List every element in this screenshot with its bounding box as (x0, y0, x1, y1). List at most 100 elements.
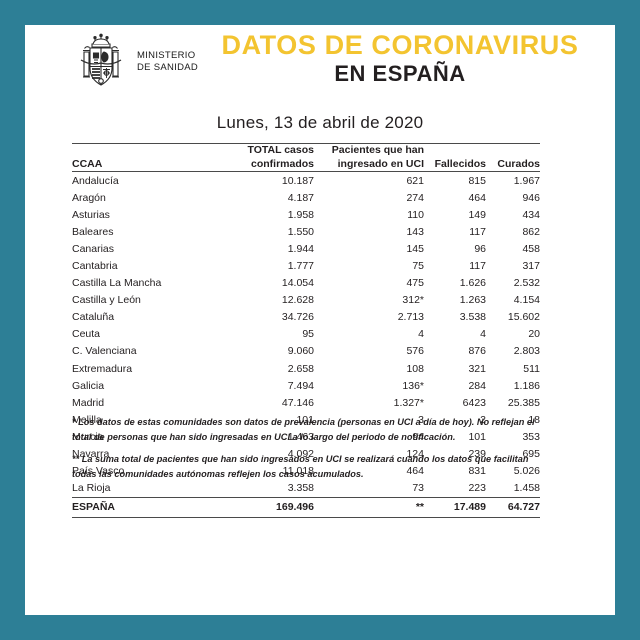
title-block: DATOS DE CORONAVIRUS EN ESPAÑA (200, 29, 600, 87)
table-row: Ceuta 95 4 4 20 (72, 326, 540, 343)
table-row: Aragón 4.187 274 464 946 (72, 189, 540, 206)
total-cases: 4.187 (287, 191, 314, 204)
table-total-row: ESPAÑA 169.496 ** 17.489 64.727 (72, 496, 540, 518)
recovered: 458 (522, 242, 540, 255)
coronavirus-data-table: TOTAL casos Pacientes que han CCAA confi… (72, 143, 540, 518)
header-total-line2: confirmados (222, 157, 314, 172)
spain-coat-of-arms-icon (80, 33, 122, 86)
total-cases: 14.054 (281, 277, 314, 290)
deaths: 876 (468, 345, 486, 358)
total-cases: 1.958 (287, 208, 314, 221)
icu-patients: 110 (407, 208, 424, 221)
recovered: 317 (522, 260, 540, 273)
table-row: Asturias 1.958 110 149 434 (72, 206, 540, 223)
table-row: Extremadura 2.658 108 321 511 (72, 360, 540, 377)
table-row: Canarias 1.944 145 96 458 (72, 240, 540, 257)
region-name: Cantabria (72, 260, 118, 273)
recovered: 2.803 (513, 345, 540, 358)
region-name: Andalucía (72, 174, 119, 187)
region-name: Cataluña (72, 311, 115, 324)
table-row: Murcia 1.463 94 101 353 (72, 428, 540, 445)
region-name: Asturias (72, 208, 110, 221)
table-row: Cantabria 1.777 75 117 317 (72, 257, 540, 274)
icu-patients: 75 (412, 260, 424, 273)
total-cases: 101 (296, 413, 314, 426)
header-fallecidos: Fallecidos (424, 157, 486, 172)
recovered: 946 (522, 191, 540, 204)
header-total-line1: TOTAL casos (222, 143, 314, 158)
total-cases: 1.777 (287, 260, 314, 273)
deaths: 2 (480, 413, 486, 426)
table-row: La Rioja 3.358 73 223 1.458 (72, 480, 540, 498)
header: MINISTERIO DE SANIDAD DATOS DE CORONAVIR… (25, 25, 615, 103)
total-cases: 2.658 (287, 362, 314, 375)
recovered: 15.602 (507, 311, 540, 324)
table-row: Galicia 7.494 136* 284 1.186 (72, 377, 540, 394)
deaths: 223 (468, 482, 486, 495)
table-top-rule: TOTAL casos Pacientes que han (72, 143, 540, 158)
icu-patients: 312* (402, 294, 424, 307)
spacer-cell (72, 143, 222, 158)
recovered: 2.532 (513, 277, 540, 290)
header-uci-line2: ingresado en UCI (314, 157, 424, 172)
total-cases: 4.092 (287, 448, 314, 461)
recovered: 353 (522, 430, 540, 443)
table-row: Andalucía 10.187 621 815 1.967 (72, 172, 540, 190)
deaths: 6423 (462, 396, 486, 409)
recovered: 1.967 (513, 174, 540, 187)
region-name: Extremadura (72, 362, 133, 375)
icu-patients: 475 (406, 277, 424, 290)
footnotes: * Los datos de estas comunidades son dat… (72, 415, 544, 489)
deaths: 815 (468, 174, 486, 187)
footnote: * Los datos de estas comunidades son dat… (72, 417, 535, 442)
table-body: Andalucía 10.187 621 815 1.967 Aragón 4.187 274… (72, 172, 540, 518)
region-name: Aragón (72, 191, 106, 204)
recovered: 862 (522, 225, 540, 238)
table-header-row: CCAA confirmados ingresado en UCI Fallec… (72, 157, 540, 172)
icu-patients: 143 (406, 225, 424, 238)
region-name: La Rioja (72, 482, 111, 495)
deaths: 101 (468, 430, 486, 443)
total-cases: 12.628 (281, 294, 314, 307)
deaths: 3.538 (459, 311, 486, 324)
region-name: Madrid (72, 396, 105, 409)
total-cases: 1.944 (287, 242, 314, 255)
recovered: 5.026 (513, 465, 540, 478)
region-name: Castilla La Mancha (72, 277, 162, 290)
icu-patients: 1.327* (393, 396, 424, 409)
icu-patients: 464 (406, 465, 424, 478)
recovered: 695 (522, 448, 540, 461)
table-row: Cataluña 34.726 2.713 3.538 15.602 (72, 309, 540, 326)
table-row: Navarra 4.092 124 239 695 (72, 446, 540, 463)
recovered: 18 (528, 413, 540, 426)
header-uci-line1: Pacientes que han (314, 143, 424, 158)
recovered: 25.385 (507, 396, 540, 409)
region-name: Murcia (72, 430, 104, 443)
total-cases: 34.726 (281, 311, 314, 324)
deaths: 321 (468, 362, 486, 375)
page-subtitle: EN ESPAÑA (334, 61, 466, 86)
icu-patients: 274 (406, 191, 424, 204)
recovered: 511 (523, 362, 540, 375)
deaths: 1.626 (459, 277, 486, 290)
icu-patients: 124 (406, 448, 424, 461)
content-panel: MINISTERIO DE SANIDAD DATOS DE CORONAVIR… (25, 25, 615, 615)
report-date: Lunes, 13 de abril de 2020 (216, 113, 424, 132)
deaths: 4 (480, 328, 486, 341)
table-row: C. Valenciana 9.060 576 876 2.803 (72, 343, 540, 360)
header-ccaa: CCAA (72, 157, 222, 172)
total-cases: 1.550 (287, 225, 314, 238)
deaths: 117 (469, 225, 486, 238)
region-name: Galicia (72, 379, 105, 392)
region-name: Canarias (72, 242, 115, 255)
total-cases: 1.463 (287, 430, 314, 443)
region-name: Ceuta (72, 328, 101, 341)
recovered: 4.154 (513, 294, 540, 307)
table-row: Madrid 47.146 1.327* 6423 25.385 (72, 394, 540, 411)
region-name: Baleares (72, 225, 114, 238)
ministry-line-2: DE SANIDAD (137, 62, 199, 73)
total-cases: 11.018 (282, 465, 314, 478)
region-name: Melilla (72, 413, 102, 426)
icu-patients: 136* (402, 379, 424, 392)
total-cases: 95 (302, 328, 314, 341)
